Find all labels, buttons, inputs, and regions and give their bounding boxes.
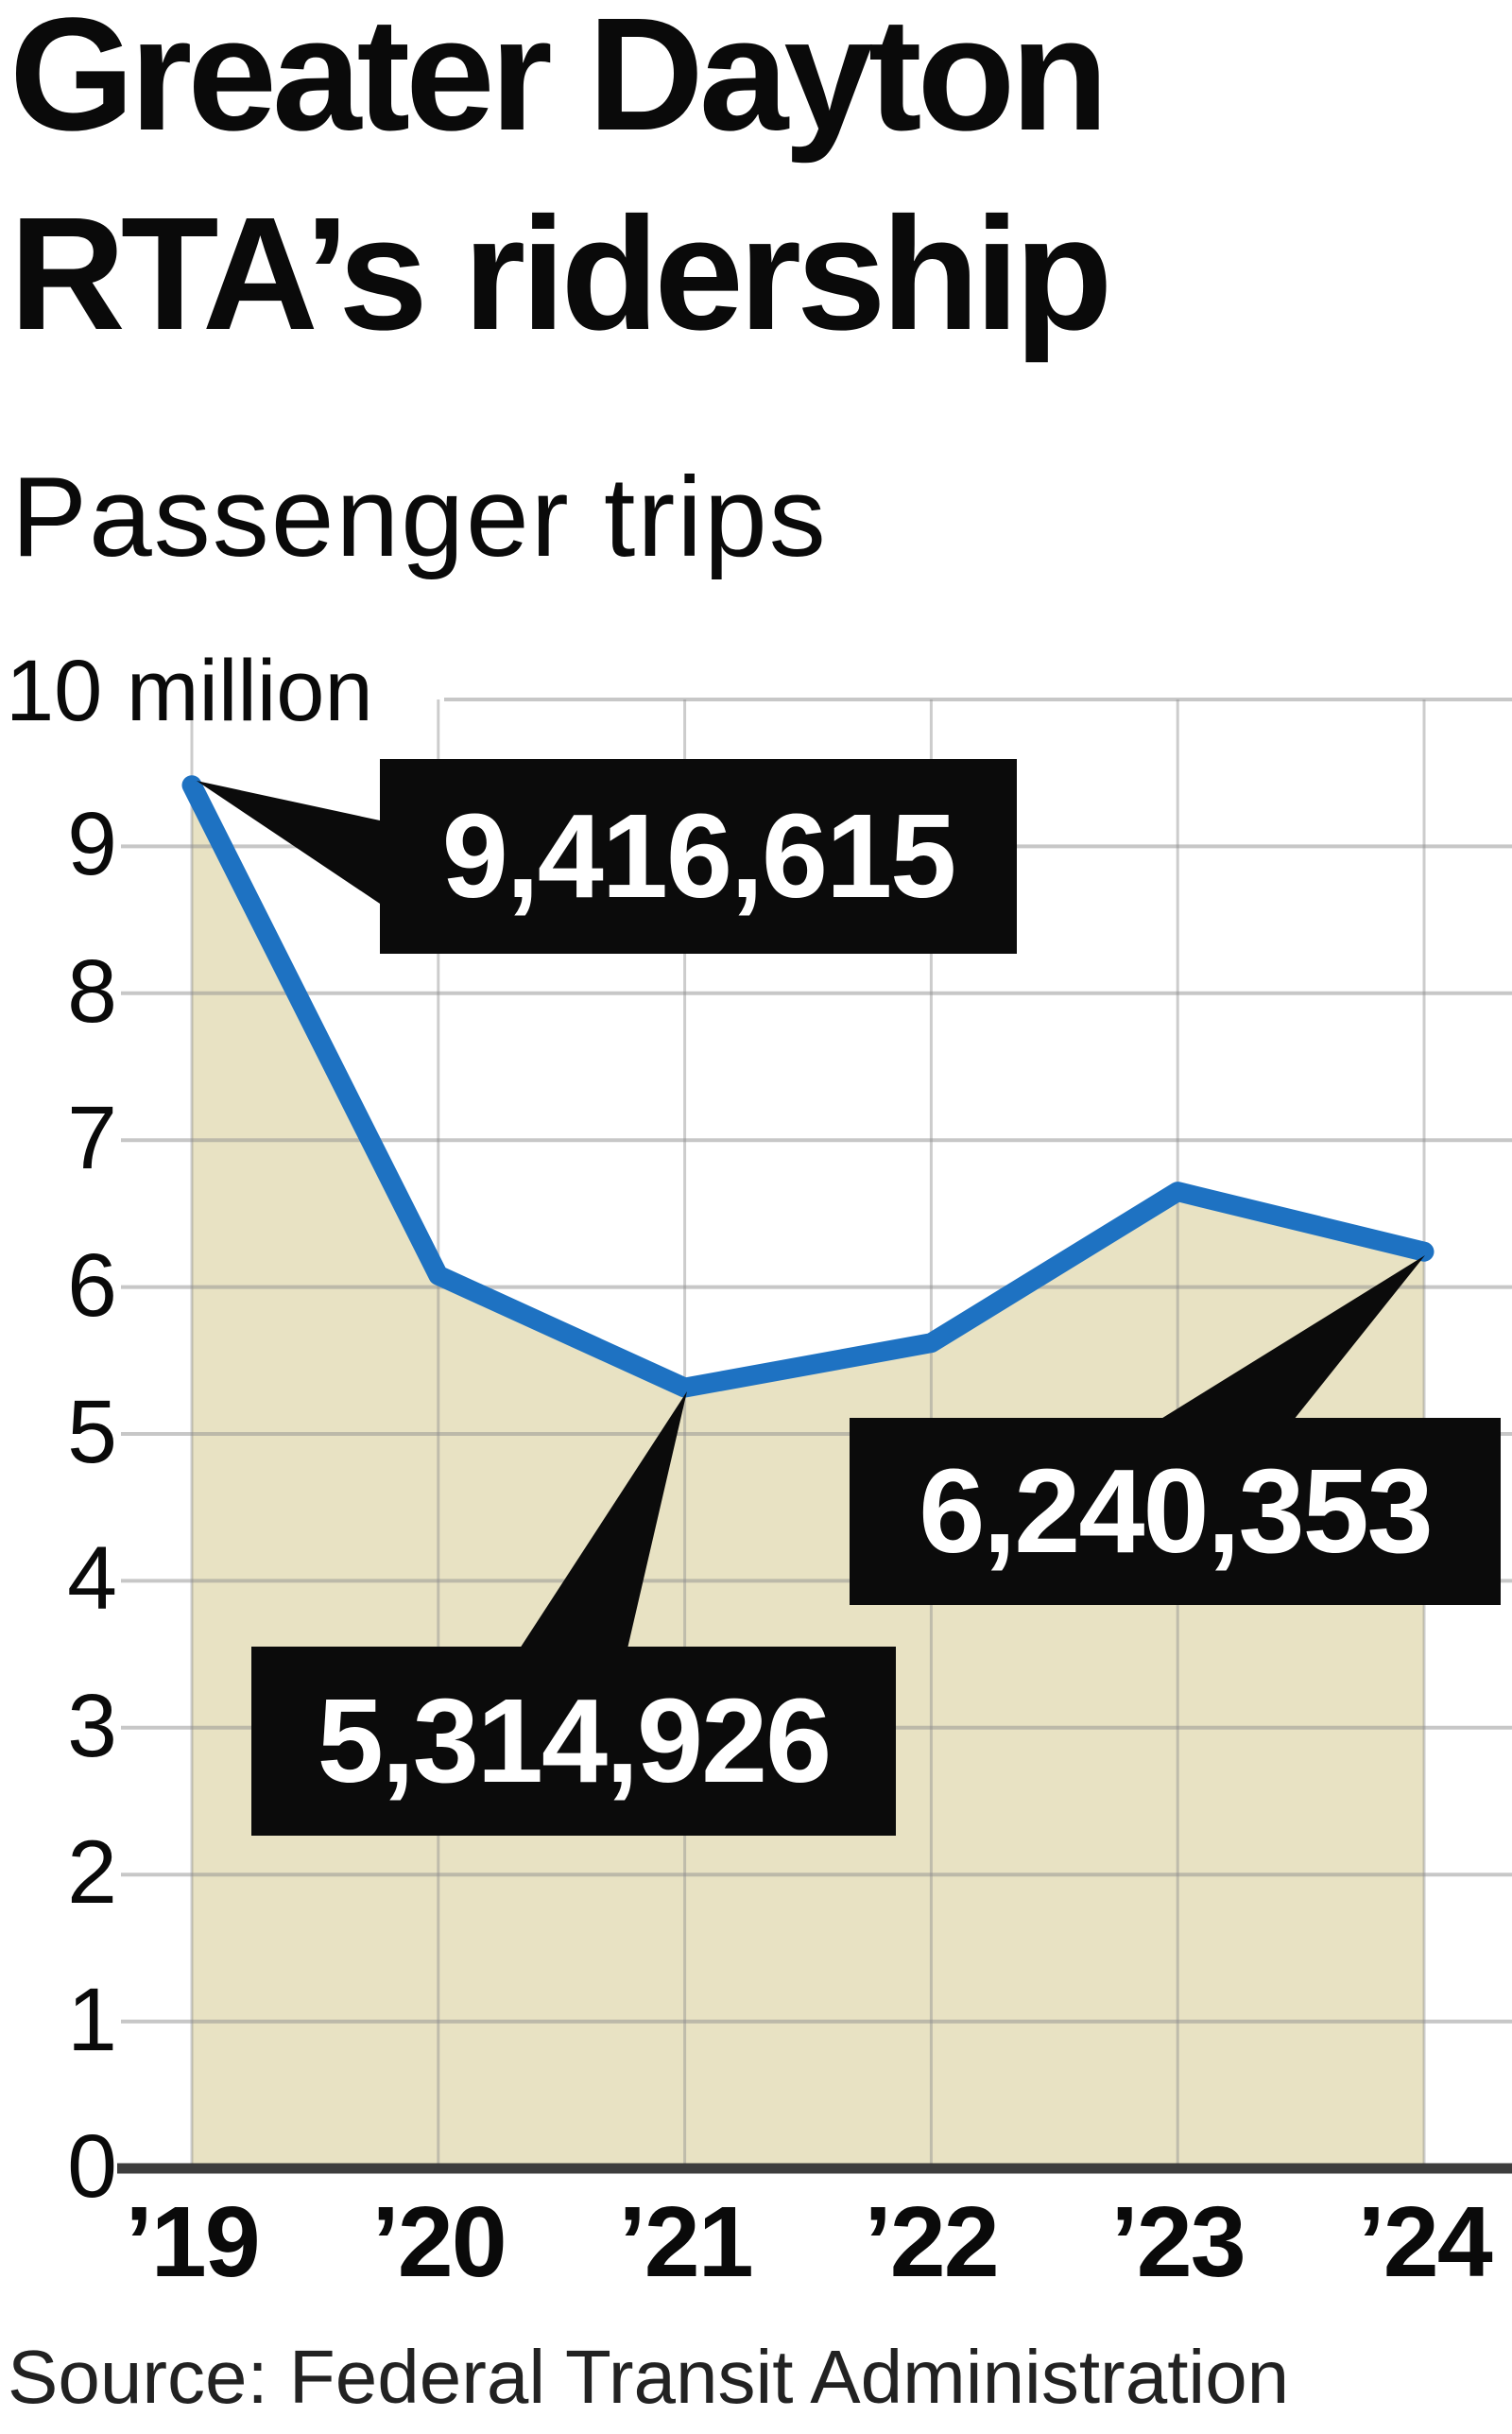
y-tick-label-3: 3 [67, 1676, 117, 1776]
y-tick-label-0: 0 [67, 2116, 117, 2217]
callout-pointers [197, 781, 1425, 1649]
chart-subtitle: Passenger trips [11, 454, 828, 580]
x-tick-label-2019: ’19 [125, 2186, 260, 2298]
y-tick-label-2: 2 [67, 1822, 117, 1923]
ridership-line [181, 775, 1435, 1398]
callout-pointer-2019 [197, 781, 380, 904]
x-tick-label-2022: ’22 [864, 2186, 999, 2298]
chart-title: Greater Dayton RTA’s ridership [9, 0, 1112, 374]
callout-2024: 6,240,353 [850, 1418, 1501, 1605]
y-tick-label-6: 6 [67, 1235, 117, 1336]
callout-pointer-2024 [1160, 1255, 1425, 1420]
callout-pointer-2021 [520, 1391, 687, 1649]
y-tick-label-1: 1 [67, 1970, 117, 2070]
callout-2021: 5,314,926 [251, 1647, 896, 1836]
chart-title-line-2: RTA’s ridership [9, 184, 1112, 364]
callout-2024-value: 6,240,353 [919, 1444, 1434, 1578]
x-tick-label-2021: ’21 [618, 2186, 753, 2298]
y-tick-label-5: 5 [67, 1382, 117, 1482]
x-tick-label-2024: ’24 [1357, 2186, 1492, 2298]
source-attribution: Source: Federal Transit Administration [8, 2335, 1290, 2419]
callout-2019-value: 9,416,615 [441, 789, 957, 923]
y-tick-label-9: 9 [67, 794, 117, 894]
y-tick-label-4: 4 [67, 1528, 117, 1629]
chart-title-line-1: Greater Dayton [9, 0, 1108, 164]
callout-2021-value: 5,314,926 [317, 1674, 833, 1807]
callout-2019: 9,416,615 [380, 759, 1017, 954]
y-tick-label-8: 8 [67, 941, 117, 1042]
horizontal-gridlines [121, 698, 1512, 2024]
y-tick-label-7: 7 [67, 1088, 117, 1188]
x-tick-label-2020: ’20 [371, 2186, 507, 2298]
x-tick-label-2023: ’23 [1110, 2186, 1246, 2298]
y-axis-top-label: 10 million [6, 643, 373, 739]
